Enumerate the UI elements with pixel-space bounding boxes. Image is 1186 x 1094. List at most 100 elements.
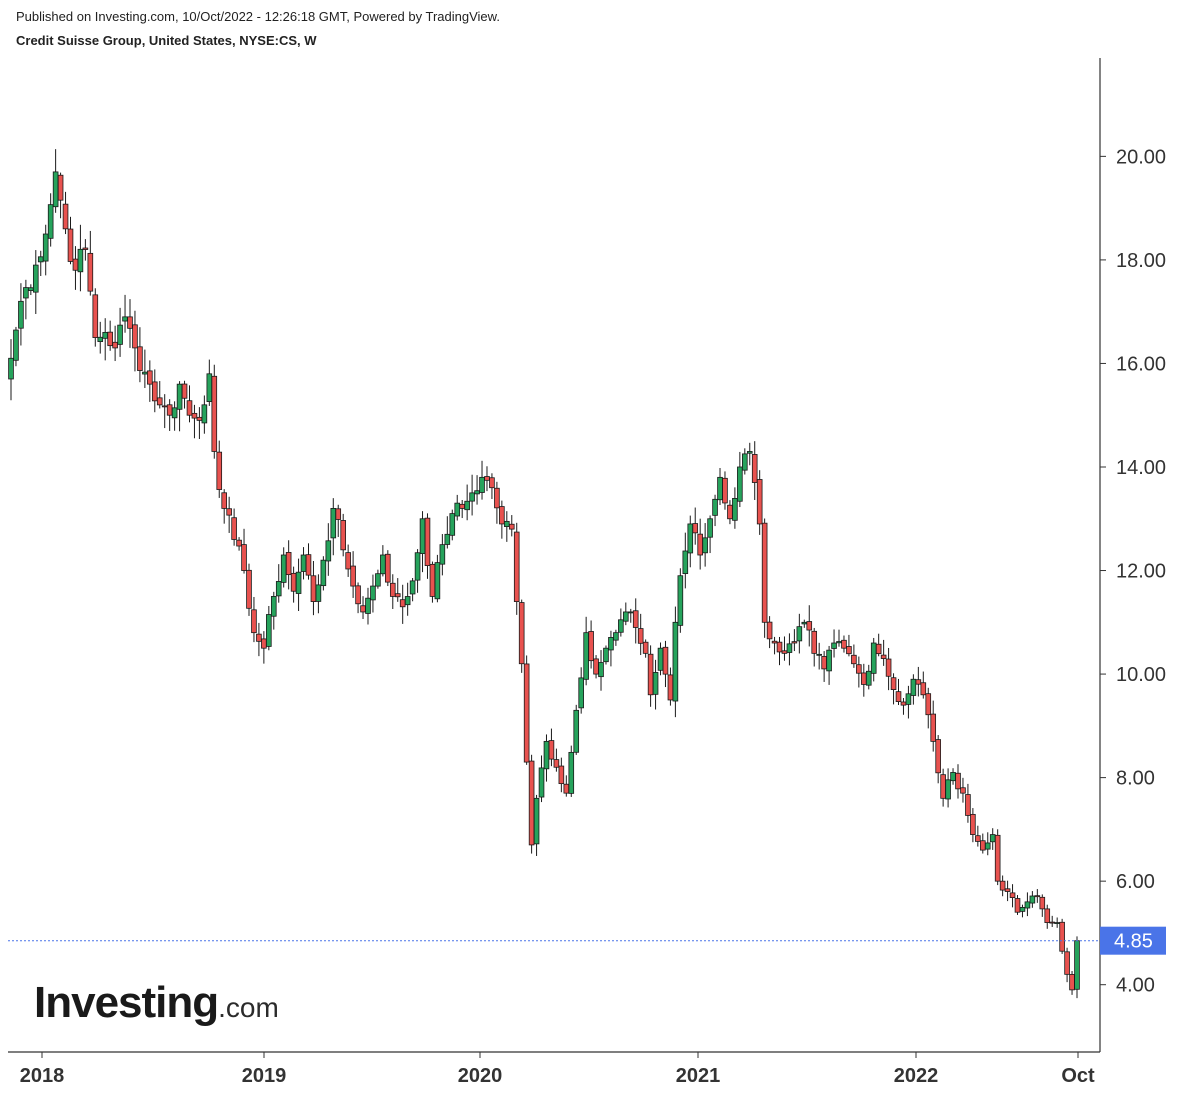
candle-up: [18, 300, 24, 329]
candle-up: [444, 533, 451, 545]
candle-up: [677, 575, 684, 626]
candle-up: [742, 453, 748, 471]
candle-down: [667, 674, 674, 701]
candle-down: [221, 492, 228, 509]
y-tick-label: 16.00: [1116, 353, 1166, 375]
candle-up: [1024, 901, 1031, 909]
candle-up: [8, 357, 14, 380]
candle-up: [598, 662, 604, 678]
candle-down: [236, 539, 242, 547]
candle-down: [662, 646, 669, 675]
candle-down: [875, 643, 882, 655]
candle-up: [746, 451, 753, 454]
candle-up: [603, 647, 609, 663]
candle-up: [47, 204, 54, 239]
candle-up: [325, 540, 332, 562]
candle-up: [816, 653, 822, 656]
candle-up: [419, 518, 426, 554]
candle-down: [499, 506, 505, 525]
candle-up: [32, 264, 39, 293]
y-tick-label: 8.00: [1116, 768, 1155, 790]
candle-down: [940, 774, 946, 799]
candle-down: [900, 701, 907, 706]
candle-up: [37, 256, 44, 263]
candle-up: [786, 643, 793, 653]
last-price-box: [1100, 926, 1166, 955]
candle-up: [280, 554, 287, 583]
candle-down: [261, 638, 267, 649]
candle-up: [712, 498, 718, 516]
candle-down: [394, 593, 401, 598]
candle-down: [588, 631, 594, 662]
candle-up: [865, 670, 872, 686]
candle-up: [737, 466, 743, 502]
candle-down: [994, 834, 1001, 882]
candle-up: [42, 233, 49, 262]
candle-down: [226, 508, 232, 516]
candle-down: [523, 663, 530, 763]
candle-down: [290, 572, 297, 592]
candle-up: [702, 537, 708, 554]
candle-up: [573, 709, 580, 753]
x-tick-label: 2021: [676, 1065, 721, 1087]
candle-up: [300, 554, 307, 572]
candle-down: [251, 609, 257, 634]
candle-up: [102, 331, 109, 339]
candle-down: [1044, 908, 1051, 923]
candle-up: [404, 596, 411, 606]
candle-down: [82, 247, 89, 250]
candle-down: [851, 654, 857, 665]
candle-down: [1069, 974, 1075, 991]
candle-up: [13, 329, 19, 361]
candle-down: [196, 416, 203, 421]
candle-up: [831, 642, 837, 649]
candle-down: [107, 331, 113, 347]
candle-down: [811, 630, 818, 654]
candle-down: [285, 552, 292, 576]
y-tick-label: 4.00: [1116, 975, 1155, 997]
candle-down: [191, 412, 198, 419]
candle-down: [137, 346, 143, 371]
candle-down: [345, 552, 351, 570]
candle-up: [672, 621, 679, 702]
candle-up: [370, 585, 376, 601]
candle-up: [717, 476, 723, 501]
candle-down: [975, 835, 981, 842]
candle-up: [439, 544, 446, 565]
candle-up: [618, 619, 624, 633]
candle-down: [771, 640, 778, 644]
candle-up: [454, 502, 461, 517]
candle-down: [62, 203, 69, 230]
candle-down: [231, 517, 237, 540]
candle-up: [989, 834, 996, 843]
candle-down: [920, 682, 927, 696]
candle-up: [533, 797, 540, 845]
candles: [8, 149, 1080, 999]
candle-down: [861, 672, 867, 685]
y-tick-label: 18.00: [1116, 250, 1166, 272]
candle-down: [360, 605, 366, 613]
candle-down: [72, 258, 79, 271]
candle-down: [895, 691, 902, 702]
logo-main: Investing: [34, 978, 219, 1027]
candle-down: [761, 522, 768, 623]
candle-up: [707, 518, 713, 538]
candle-down: [890, 677, 897, 691]
candle-down: [915, 679, 922, 685]
candle-up: [171, 407, 178, 419]
candle-up: [687, 523, 694, 554]
candle-up: [657, 647, 664, 671]
candle-down: [1014, 898, 1021, 913]
candle-up: [266, 614, 272, 647]
candle-down: [429, 563, 436, 597]
x-tick-label: 2018: [20, 1065, 65, 1087]
candle-up: [543, 740, 550, 770]
candle-up: [870, 642, 877, 674]
candle-down: [692, 523, 699, 534]
candle-down: [548, 740, 555, 760]
candle-down: [489, 477, 495, 489]
candle-down: [147, 370, 153, 385]
candle-down: [558, 765, 565, 785]
candle-down: [841, 639, 847, 649]
